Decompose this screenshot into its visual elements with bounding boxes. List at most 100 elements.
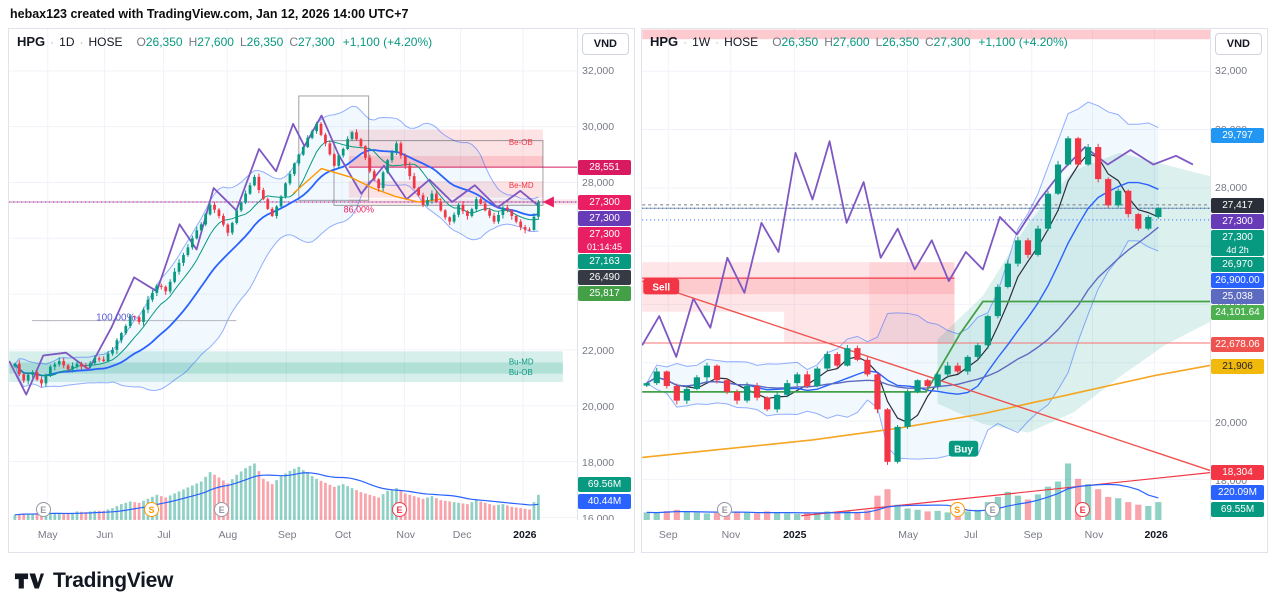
event-marker-e[interactable]: E bbox=[35, 502, 51, 517]
buy-label[interactable] bbox=[948, 440, 979, 457]
price-tag[interactable]: 27,300 bbox=[578, 195, 631, 211]
price-tag[interactable]: 40.44M bbox=[578, 493, 631, 509]
price-axis[interactable]: 32,00030,00028,00026,00024,00022,00020,0… bbox=[1210, 29, 1267, 520]
price-tag[interactable]: 69.55M bbox=[1211, 501, 1264, 517]
price-tag[interactable]: 28,551 bbox=[578, 160, 631, 176]
sell-label[interactable] bbox=[643, 278, 680, 295]
indicator-line bbox=[642, 364, 1211, 459]
indicator-line bbox=[9, 114, 538, 396]
price-tag[interactable]: 22,678.06 bbox=[1211, 336, 1264, 352]
chart-annotation: Be-MD bbox=[509, 181, 534, 190]
svg-text:Sell: Sell bbox=[652, 282, 670, 293]
interval-label[interactable]: 1D bbox=[59, 34, 75, 49]
price-tag[interactable]: 26,900.00 bbox=[1211, 273, 1264, 288]
candles bbox=[13, 121, 540, 388]
time-axis-label: Nov bbox=[721, 529, 741, 541]
price-tag[interactable]: 29,797 bbox=[1211, 128, 1264, 144]
time-axis-label: Nov bbox=[1084, 529, 1104, 541]
volume-ma-line bbox=[14, 472, 539, 516]
event-marker-e[interactable]: E bbox=[717, 502, 733, 517]
bollinger-fill bbox=[646, 102, 1159, 460]
interval-label[interactable]: 1W bbox=[692, 34, 711, 49]
low-value: 26,350 bbox=[246, 34, 284, 49]
bollinger-lower bbox=[646, 240, 1159, 460]
bollinger-fill bbox=[14, 106, 539, 391]
time-axis-label: May bbox=[898, 529, 919, 541]
time-axis-label: 2026 bbox=[1144, 529, 1168, 541]
time-axis-label: Jun bbox=[96, 529, 114, 541]
event-marker-e[interactable]: E bbox=[392, 502, 408, 517]
event-marker-e[interactable]: E bbox=[985, 502, 1001, 517]
chart-annotation: Bu-MD bbox=[509, 358, 534, 367]
y-tick-label: 32,000 bbox=[1215, 65, 1248, 78]
time-axis-label: 2026 bbox=[513, 529, 537, 541]
volume-ma-line bbox=[646, 483, 1159, 514]
price-tag[interactable]: 27,300 4d 2h bbox=[1211, 230, 1264, 256]
price-tag[interactable]: 27,300 01:14:45 bbox=[578, 227, 631, 254]
time-axis-label: Sep bbox=[1023, 529, 1043, 541]
symbol-legend[interactable]: HPG · 1W · HOSE O 26,350 H 27,600 L 26,350 … bbox=[650, 34, 1068, 49]
price-tag[interactable]: 27,163 bbox=[578, 254, 631, 270]
symbol-name[interactable]: HPG bbox=[17, 34, 46, 49]
price-axis[interactable]: 32,00030,00028,00026,00024,00022,00020,0… bbox=[577, 29, 634, 525]
tradingview-logo[interactable] bbox=[14, 571, 44, 591]
y-tick-label: 30,000 bbox=[582, 121, 615, 134]
brand-name[interactable]: TradingView bbox=[53, 568, 174, 592]
price-tag[interactable]: 18,304 bbox=[1211, 464, 1264, 480]
charts-row: 100,00% 86,00% Be-OB Be-MD Bu-MD Bu-OB HPG · … bbox=[0, 28, 1276, 553]
event-marker-s[interactable]: S bbox=[949, 502, 965, 517]
exchange-label: HOSE bbox=[724, 34, 759, 49]
close-value: 27,300 bbox=[298, 34, 335, 49]
time-axis-label: Aug bbox=[218, 529, 238, 541]
indicator-line bbox=[801, 472, 1211, 517]
time-axis-label: Jul bbox=[964, 529, 978, 541]
event-marker-e[interactable]: E bbox=[214, 502, 230, 517]
low-value: 26,350 bbox=[882, 34, 919, 49]
open-value: 26,350 bbox=[781, 34, 819, 49]
price-tag[interactable]: 24,101.64 bbox=[1211, 305, 1264, 320]
price-tag[interactable]: 25,817 bbox=[578, 286, 631, 302]
price-arrow bbox=[542, 196, 554, 208]
chart-annotation: Be-OB bbox=[509, 138, 533, 147]
weekly-price-chart[interactable]: Sell Buy bbox=[642, 29, 1267, 552]
currency-button[interactable]: VND bbox=[581, 33, 629, 55]
exchange-label: HOSE bbox=[88, 34, 123, 49]
measure-box bbox=[333, 140, 544, 206]
bollinger-upper bbox=[14, 105, 539, 365]
event-marker-s[interactable]: S bbox=[144, 502, 160, 517]
price-tag[interactable]: 21,906 bbox=[1211, 359, 1264, 375]
change-value: +1,100 (+4.20%) bbox=[342, 34, 433, 49]
time-axis-label: Dec bbox=[452, 529, 472, 541]
time-axis-label: Oct bbox=[334, 529, 352, 541]
grid bbox=[9, 29, 578, 521]
symbol-legend[interactable]: HPG · 1D · HOSE O 26,350 H 27,600 L 26,350 … bbox=[17, 34, 433, 49]
price-tag[interactable]: 69.56M bbox=[578, 476, 631, 492]
time-axis[interactable]: May Jun Jul Aug Sep Oct Nov Dec 2026 bbox=[9, 520, 634, 552]
time-axis[interactable]: Sep Nov 2025 May Jul Sep Nov 2026 bbox=[642, 520, 1267, 552]
symbol-name[interactable]: HPG bbox=[650, 34, 679, 49]
time-axis-label: Sep bbox=[658, 529, 678, 541]
y-tick-label: 18,000 bbox=[582, 457, 615, 470]
y-tick-label: 28,000 bbox=[1215, 182, 1248, 195]
time-axis-label: Jul bbox=[157, 529, 171, 541]
bollinger-upper bbox=[646, 101, 1159, 384]
price-tag[interactable]: 26,970 bbox=[1211, 257, 1264, 272]
price-tag[interactable]: 25,038 bbox=[1211, 289, 1264, 304]
price-tag[interactable]: 27,300 bbox=[1211, 214, 1264, 229]
price-tag[interactable]: 27,300 bbox=[578, 211, 631, 227]
currency-button[interactable]: VND bbox=[1214, 33, 1262, 55]
y-tick-label: 20,000 bbox=[582, 401, 615, 414]
indicator-line bbox=[642, 300, 1211, 393]
indicator-line bbox=[642, 280, 1211, 472]
close-value: 27,300 bbox=[933, 34, 971, 49]
chart-panel-daily: 100,00% 86,00% Be-OB Be-MD Bu-MD Bu-OB HPG · … bbox=[8, 28, 635, 553]
price-tag[interactable]: 26,490 bbox=[578, 270, 631, 286]
time-axis-label: 2025 bbox=[783, 529, 807, 541]
event-marker-e[interactable]: E bbox=[1075, 502, 1091, 517]
price-tag[interactable]: 27,417 bbox=[1211, 198, 1264, 213]
y-tick-label: 22,000 bbox=[582, 345, 615, 358]
price-tag[interactable]: 220.09M bbox=[1211, 484, 1264, 500]
footer: TradingView bbox=[0, 553, 1276, 608]
indicator-line bbox=[292, 167, 441, 203]
